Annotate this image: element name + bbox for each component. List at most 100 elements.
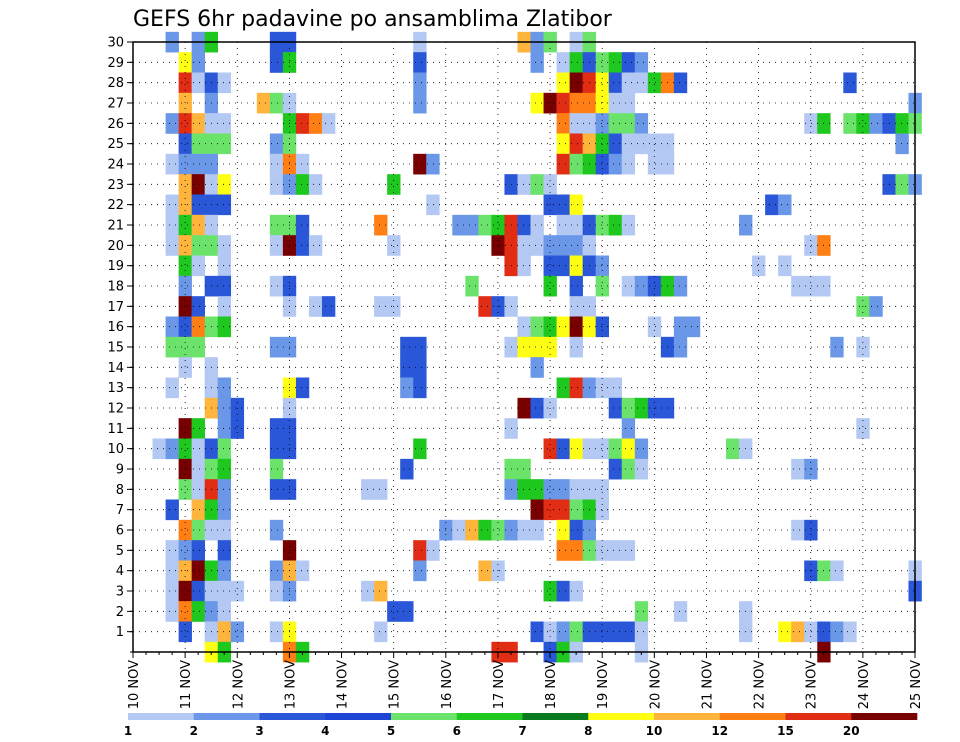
heatmap-cell <box>791 621 805 643</box>
heatmap-cell <box>269 580 284 602</box>
y-tick-label: 26 <box>107 117 124 132</box>
heatmap-cell <box>843 72 857 94</box>
x-tick-label: 17 NOV <box>492 660 507 709</box>
y-tick-label: 19 <box>107 259 124 274</box>
legend-label: 12 <box>711 724 728 738</box>
heatmap-cell <box>608 214 623 236</box>
heatmap-cell <box>374 580 388 602</box>
heatmap-cell <box>556 438 570 460</box>
heatmap-cell <box>217 479 232 500</box>
heatmap-cell <box>269 174 284 195</box>
heatmap-cell <box>543 235 557 256</box>
heatmap-cell <box>634 133 649 155</box>
heatmap-cell <box>556 499 570 521</box>
y-tick-label: 5 <box>116 544 124 559</box>
heatmap-cell <box>230 418 245 439</box>
heatmap-cell <box>634 275 649 297</box>
heatmap-cell <box>269 336 284 358</box>
heatmap-cell <box>556 153 570 175</box>
heatmap-cell <box>165 601 179 622</box>
heatmap-cell <box>673 316 688 338</box>
heatmap-cell <box>165 153 179 175</box>
legend-label: 3 <box>255 724 263 738</box>
heatmap-cell <box>178 479 192 500</box>
heatmap-cell <box>543 499 557 521</box>
heatmap-cell <box>556 72 570 94</box>
heatmap-cells <box>152 31 922 663</box>
heatmap-cell <box>569 275 583 297</box>
heatmap-cell <box>843 113 857 134</box>
heatmap-cell <box>634 438 649 460</box>
heatmap-cell <box>191 336 205 358</box>
heatmap-cell <box>217 275 232 297</box>
heatmap-cell <box>556 52 570 73</box>
heatmap-cell <box>621 52 636 73</box>
legend-label: 10 <box>646 724 663 738</box>
heatmap-cell <box>413 560 427 582</box>
heatmap-cell <box>465 275 479 297</box>
heatmap-cell <box>178 357 192 378</box>
x-tick-label: 16 NOV <box>440 660 455 709</box>
heatmap-cell <box>543 316 557 338</box>
heatmap-cell <box>165 316 179 338</box>
y-tick-label: 17 <box>107 300 124 315</box>
heatmap-cell <box>426 153 440 175</box>
heatmap-cell <box>895 174 909 195</box>
heatmap-cell <box>217 499 232 521</box>
legend-swatch <box>391 713 458 720</box>
heatmap-cell <box>634 72 649 94</box>
heatmap-cell <box>556 377 570 399</box>
heatmap-cell <box>621 72 636 94</box>
heatmap-cell <box>465 214 479 236</box>
x-tick-label: 10 NOV <box>127 660 142 709</box>
color-legend: 1 2 3 4 5 6 7 8 10 12 15 20 <box>124 713 918 738</box>
heatmap-cell <box>295 153 310 175</box>
heatmap-cell <box>778 621 792 643</box>
heatmap-cell <box>191 540 205 561</box>
heatmap-cell <box>269 418 284 439</box>
heatmap-cell <box>517 174 531 195</box>
y-tick-label: 11 <box>107 422 124 437</box>
heatmap-cell <box>478 296 492 317</box>
heatmap-cell <box>608 72 623 94</box>
heatmap-cell <box>269 458 284 480</box>
heatmap-cell <box>543 621 557 643</box>
heatmap-cell <box>595 153 610 175</box>
x-tick-label: 20 NOV <box>648 660 663 709</box>
heatmap-cell <box>217 113 232 134</box>
heatmap-cell <box>634 621 649 643</box>
heatmap-cell <box>673 72 688 94</box>
heatmap-cell <box>517 316 531 338</box>
y-tick-label: 27 <box>107 97 124 112</box>
heatmap-cell <box>530 52 544 73</box>
y-tick-label: 8 <box>116 483 124 498</box>
heatmap-cell <box>191 255 205 277</box>
legend-swatch <box>785 713 852 720</box>
legend-swatch <box>851 713 918 720</box>
heatmap-cell <box>165 336 179 358</box>
heatmap-cell <box>830 621 844 643</box>
heatmap-cell <box>269 214 284 236</box>
legend-label: 20 <box>843 724 860 738</box>
heatmap-cell <box>595 52 610 73</box>
heatmap-cell <box>295 214 310 236</box>
heatmap-cell <box>556 519 570 541</box>
heatmap-cell <box>191 214 205 236</box>
x-tick-label: 18 NOV <box>544 660 559 709</box>
heatmap-cell <box>178 113 192 134</box>
heatmap-cell <box>295 113 310 134</box>
heatmap-cell <box>569 479 583 500</box>
heatmap-cell <box>647 275 662 297</box>
heatmap-cell <box>191 72 205 94</box>
heatmap-cell <box>269 92 284 114</box>
heatmap-cell <box>530 336 544 358</box>
heatmap-cell <box>556 113 570 134</box>
heatmap-cell <box>191 235 205 256</box>
heatmap-cell <box>400 377 414 399</box>
heatmap-cell <box>191 316 205 338</box>
legend-label: 8 <box>584 724 592 738</box>
heatmap-cell <box>673 601 688 622</box>
legend-swatch <box>588 713 655 720</box>
heatmap-cell <box>165 540 179 561</box>
heatmap-cell <box>400 357 414 378</box>
